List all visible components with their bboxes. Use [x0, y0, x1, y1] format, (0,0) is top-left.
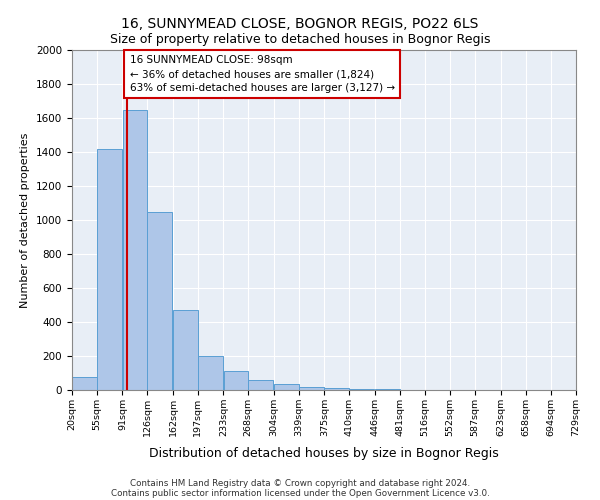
Bar: [224, 372, 248, 390]
X-axis label: Distribution of detached houses by size in Bognor Regis: Distribution of detached houses by size …: [149, 447, 499, 460]
Bar: [248, 380, 273, 390]
Bar: [349, 389, 374, 390]
Y-axis label: Number of detached properties: Number of detached properties: [20, 132, 31, 308]
Text: 16, SUNNYMEAD CLOSE, BOGNOR REGIS, PO22 6LS: 16, SUNNYMEAD CLOSE, BOGNOR REGIS, PO22 …: [121, 18, 479, 32]
Bar: [325, 388, 349, 390]
Bar: [97, 148, 122, 390]
Bar: [299, 386, 323, 390]
Bar: [72, 377, 97, 390]
Text: Contains HM Land Registry data © Crown copyright and database right 2024.: Contains HM Land Registry data © Crown c…: [130, 478, 470, 488]
Text: Contains public sector information licensed under the Open Government Licence v3: Contains public sector information licen…: [110, 488, 490, 498]
Bar: [122, 110, 147, 390]
Bar: [198, 356, 223, 390]
Bar: [375, 389, 400, 390]
Text: Size of property relative to detached houses in Bognor Regis: Size of property relative to detached ho…: [110, 32, 490, 46]
Bar: [274, 384, 299, 390]
Bar: [173, 310, 197, 390]
Text: 16 SUNNYMEAD CLOSE: 98sqm
← 36% of detached houses are smaller (1,824)
63% of se: 16 SUNNYMEAD CLOSE: 98sqm ← 36% of detac…: [130, 55, 395, 93]
Bar: [148, 212, 172, 390]
